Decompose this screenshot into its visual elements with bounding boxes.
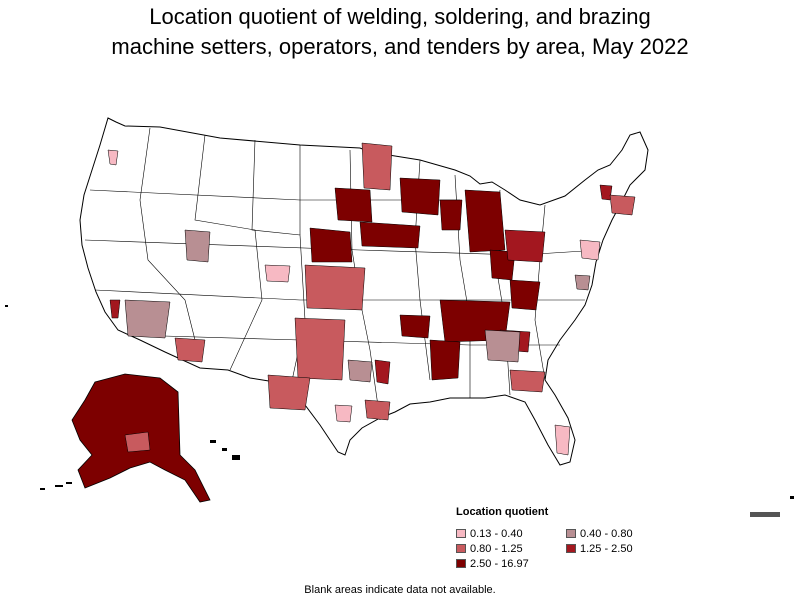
legend-swatch — [456, 529, 466, 538]
contiguous-us — [79, 117, 649, 466]
title-line-1: Location quotient of welding, soldering,… — [149, 4, 651, 29]
legend: Location quotient 0.13 - 0.40 0.40 - 0.8… — [456, 506, 696, 570]
legend-label: 0.13 - 0.40 — [470, 527, 523, 540]
legend-title: Location quotient — [456, 506, 549, 518]
legend-grid: 0.13 - 0.40 0.40 - 0.80 0.80 - 1.25 1.25… — [456, 527, 696, 570]
alaska-area-1 — [124, 431, 151, 453]
legend-label: 0.40 - 0.80 — [580, 527, 633, 540]
legend-swatch — [456, 544, 466, 553]
legend-item: 0.13 - 0.40 — [456, 527, 566, 540]
legend-label: 2.50 - 16.97 — [470, 557, 529, 570]
footnote: Blank areas indicate data not available. — [304, 584, 496, 596]
shaded-areas — [107, 142, 636, 456]
legend-label: 0.80 - 1.25 — [470, 542, 523, 555]
legend-swatch — [566, 529, 576, 538]
islands — [5, 305, 794, 517]
legend-swatch — [456, 559, 466, 568]
legend-label: 1.25 - 2.50 — [580, 542, 633, 555]
legend-item: 2.50 - 16.97 — [456, 557, 566, 570]
title-line-2: machine setters, operators, and tenders … — [111, 34, 689, 59]
legend-item: 0.80 - 1.25 — [456, 542, 566, 555]
legend-item: 0.40 - 0.80 — [566, 527, 676, 540]
map-title: Location quotient of welding, soldering,… — [0, 2, 800, 62]
legend-swatch — [566, 544, 576, 553]
legend-item: 1.25 - 2.50 — [566, 542, 676, 555]
